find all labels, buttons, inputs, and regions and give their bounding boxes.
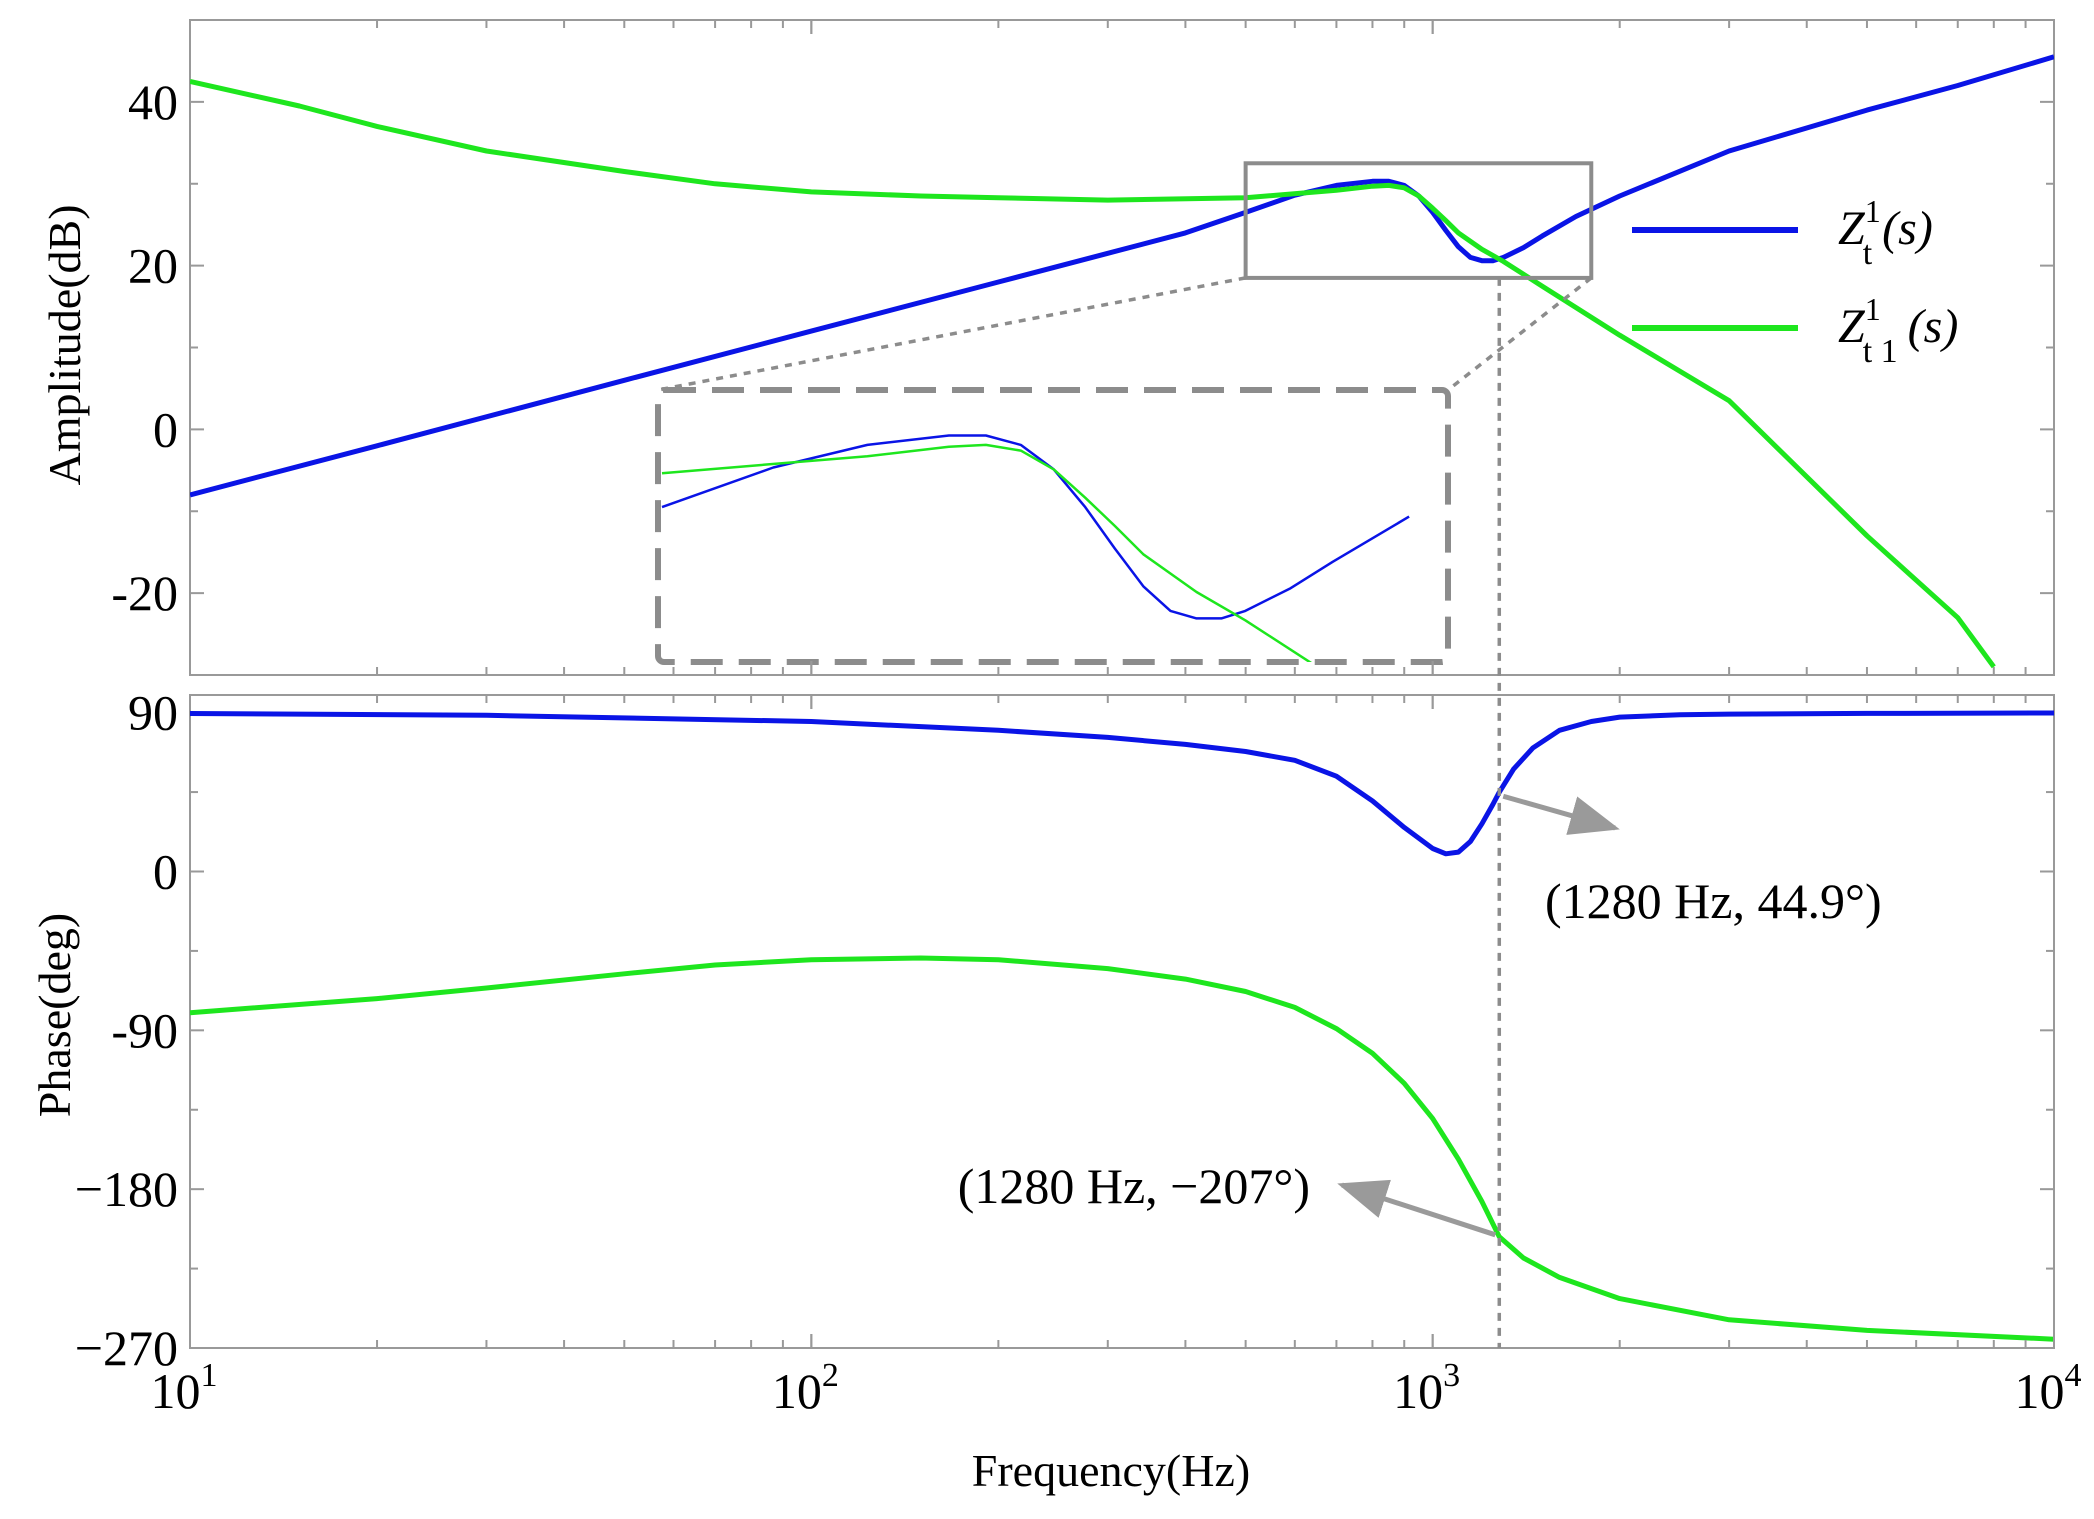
annotations: (1280 Hz, 44.9°) (1280 Hz, −207°) bbox=[958, 793, 1882, 1238]
x-tick-label: 103 bbox=[1393, 1357, 1460, 1419]
amplitude-ytick-label: 20 bbox=[128, 238, 178, 294]
legend: Z1 t (s) Z1 t 1 (s) bbox=[1632, 193, 1958, 370]
zoom-box bbox=[1243, 161, 1594, 280]
x-tick-label: 104 bbox=[2015, 1357, 2082, 1419]
amplitude-y-ticks: 40 20 0 -20 bbox=[111, 74, 2054, 621]
zoom-inset bbox=[655, 276, 1593, 665]
inset-series-group bbox=[661, 434, 1410, 662]
x-tick-label: 102 bbox=[772, 1357, 839, 1419]
phase-series-zt1 bbox=[190, 710, 2054, 857]
amplitude-ytick-label: -20 bbox=[111, 565, 178, 621]
legend-label-zt11: Z1 t 1 (s) bbox=[1838, 291, 1958, 370]
amplitude-series-zt11 bbox=[190, 78, 1996, 669]
annotation-arrow-zt1 bbox=[1502, 793, 1620, 835]
inset-connector-right bbox=[1446, 276, 1593, 392]
x-tick-label: 101 bbox=[151, 1357, 218, 1419]
annotation-label-zt11: (1280 Hz, −207°) bbox=[958, 1158, 1310, 1214]
amplitude-subplot: 40 20 0 -20 Amplitude(dB) bbox=[39, 19, 2055, 676]
inset-frame bbox=[655, 387, 1451, 665]
amplitude-plot-frame bbox=[189, 19, 2055, 676]
phase-ytick-label: 90 bbox=[128, 685, 178, 741]
amplitude-ytick-label: 0 bbox=[153, 401, 178, 457]
amplitude-series-zt1 bbox=[190, 54, 2054, 498]
phase-ytick-label: 0 bbox=[153, 843, 178, 899]
phase-y-ticks: 90 0 -90 −180 −270 bbox=[75, 685, 2054, 1376]
inset-connector-left bbox=[657, 276, 1246, 392]
x-axis-title: Frequency(Hz) bbox=[972, 1445, 1250, 1496]
amplitude-y-axis-title: Amplitude(dB) bbox=[39, 204, 90, 485]
phase-y-axis-title: Phase(deg) bbox=[29, 913, 80, 1117]
phase-series-zt11 bbox=[190, 955, 2054, 1342]
annotation-arrow-zt11 bbox=[1337, 1179, 1497, 1238]
legend-label-zt1: Z1 t (s) bbox=[1838, 193, 1933, 272]
inset-series-zt11 bbox=[661, 443, 1312, 662]
phase-series-group bbox=[190, 710, 2054, 1342]
phase-ytick-label: −180 bbox=[75, 1161, 178, 1217]
amplitude-series-group bbox=[190, 54, 2054, 669]
annotation-label-zt1: (1280 Hz, 44.9°) bbox=[1545, 873, 1882, 929]
phase-plot-frame bbox=[189, 694, 2055, 1349]
phase-subplot: 90 0 -90 −180 −270 Phase(deg) bbox=[29, 685, 2055, 1376]
x-axis: 101 102 103 104 bbox=[151, 20, 2082, 1419]
phase-ytick-label: −270 bbox=[75, 1320, 178, 1376]
phase-ytick-label: -90 bbox=[111, 1002, 178, 1058]
inset-series-zt1 bbox=[661, 434, 1410, 620]
amplitude-ytick-label: 40 bbox=[128, 74, 178, 130]
